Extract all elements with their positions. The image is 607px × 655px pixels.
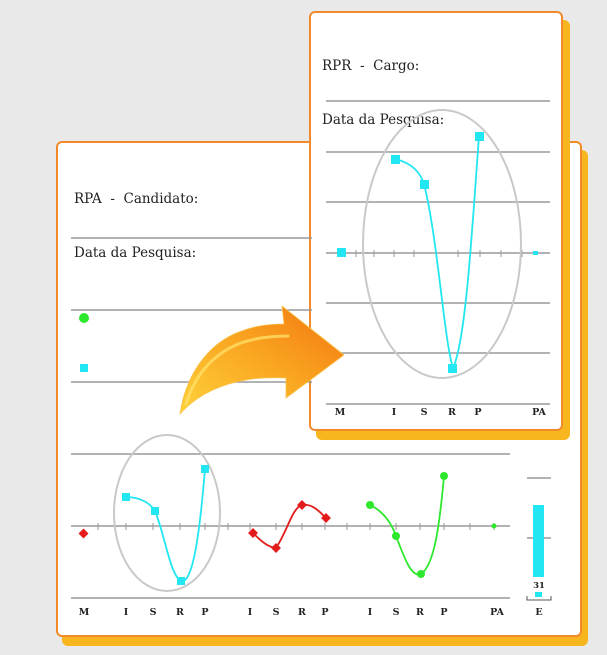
rpa-label-r2: R bbox=[298, 607, 306, 618]
rpr-cyan-line bbox=[394, 135, 480, 371]
rpa-label-e: E bbox=[535, 607, 542, 618]
rpr-cyan-point-p bbox=[475, 132, 484, 141]
rpa-green-line bbox=[369, 475, 445, 576]
rpa-label-r3: R bbox=[416, 607, 424, 618]
rpa-red-line bbox=[252, 503, 327, 549]
rpa-label-s1: S bbox=[150, 607, 157, 618]
rpa-e-bracket bbox=[526, 596, 552, 601]
rpa-red-point-p bbox=[321, 513, 331, 523]
rpr-cyan-point-m bbox=[337, 248, 346, 257]
rpa-chart: 31 M I S R P I S R P I S R P PA E bbox=[71, 237, 552, 618]
rpa-cyan-point-r bbox=[177, 577, 185, 585]
rpa-highlight-ellipse bbox=[113, 434, 221, 592]
rpr-cyan-point-s bbox=[420, 180, 429, 189]
rpr-label-pa: PA bbox=[532, 407, 546, 418]
rpa-green-point-pa bbox=[491, 523, 497, 529]
rpa-cyan-point-s bbox=[151, 507, 159, 515]
rpa-red-point-r bbox=[297, 500, 307, 510]
rpr-label-p: P bbox=[474, 407, 481, 418]
rpr-cyan-point-pa bbox=[533, 251, 538, 255]
rpr-title-cargo: RPR - Cargo: bbox=[322, 58, 420, 74]
rpa-label-pa: PA bbox=[490, 607, 504, 618]
rpa-cyan-point-i bbox=[122, 493, 130, 501]
rpa-red-point-i bbox=[248, 528, 258, 538]
rpa-green-point-s bbox=[392, 532, 400, 540]
rpa-green-point-i bbox=[366, 501, 374, 509]
rpa-label-i1: I bbox=[124, 607, 129, 618]
rpa-title: RPA - Candidato: Data da Pesquisa: bbox=[74, 154, 198, 298]
rpr-label-s: S bbox=[421, 407, 428, 418]
rpr-label-r: R bbox=[448, 407, 456, 418]
rpa-m-marker bbox=[78, 528, 89, 539]
rpa-title-date: Data da Pesquisa: bbox=[74, 245, 197, 261]
rpa-green-marker bbox=[79, 313, 89, 323]
rpa-label-p3: P bbox=[440, 607, 447, 618]
rpa-green-point-p bbox=[440, 472, 448, 480]
rpa-label-m: M bbox=[79, 607, 90, 618]
curved-arrow-icon bbox=[179, 305, 345, 416]
rpr-chart: M I S R P PA bbox=[326, 100, 550, 418]
rpr-label-i: I bbox=[392, 407, 397, 418]
rpr-ticks bbox=[355, 250, 523, 257]
rpa-cyan-point-p bbox=[201, 465, 209, 473]
rpr-label-m: M bbox=[335, 407, 346, 418]
rpa-label-s3: S bbox=[393, 607, 400, 618]
rpa-label-i3: I bbox=[368, 607, 373, 618]
rpr-highlight-ellipse bbox=[362, 109, 522, 379]
rpa-e-value: 31 bbox=[533, 581, 545, 591]
rpa-label-s2: S bbox=[273, 607, 280, 618]
rpa-label-i2: I bbox=[248, 607, 253, 618]
rpa-e-baseline-mark bbox=[535, 592, 542, 597]
rpa-title-candidate: RPA - Candidato: bbox=[74, 191, 199, 207]
rpr-cyan-point-r bbox=[448, 364, 457, 373]
rpa-red-point-s bbox=[271, 543, 281, 553]
rpa-cyan-marker bbox=[80, 364, 88, 372]
rpa-green-point-r bbox=[417, 570, 425, 578]
rpa-e-bar bbox=[533, 505, 544, 577]
rpa-label-p1: P bbox=[201, 607, 208, 618]
rpr-cyan-point-i bbox=[391, 155, 400, 164]
rpa-ticks bbox=[97, 523, 495, 530]
rpa-cyan-line bbox=[125, 468, 206, 582]
rpa-label-r1: R bbox=[176, 607, 184, 618]
rpa-label-p2: P bbox=[321, 607, 328, 618]
